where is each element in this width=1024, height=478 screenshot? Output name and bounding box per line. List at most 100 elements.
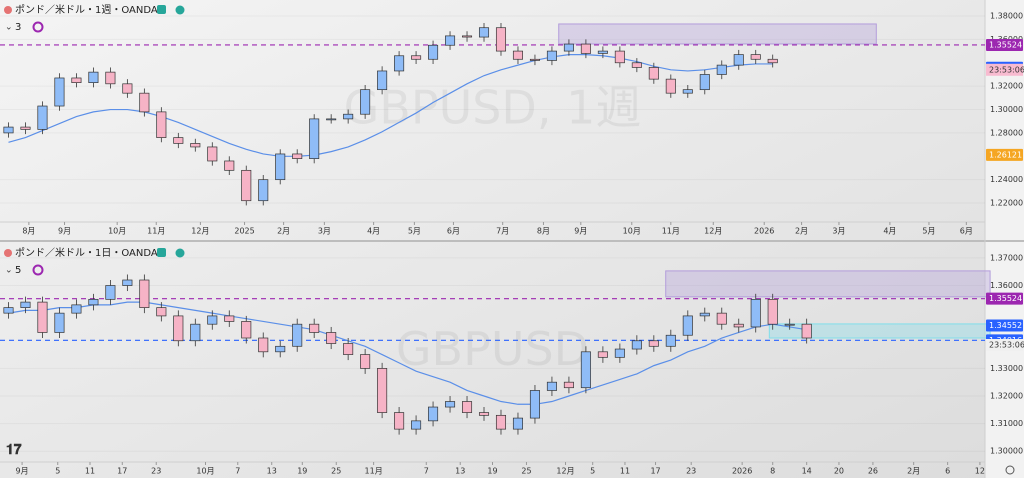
candle-body: [377, 70, 388, 91]
x-tick-label: 17: [650, 467, 660, 476]
candle-body: [614, 348, 625, 358]
x-tick-label: 13: [267, 467, 277, 476]
price-tag-label: 1.35524: [989, 294, 1022, 303]
candle-body: [699, 312, 710, 317]
candle-body: [428, 406, 439, 422]
x-tick-label: 12月: [556, 467, 574, 476]
candle-body: [614, 50, 625, 64]
x-tick-label: 20: [834, 467, 844, 476]
y-tick-label: 1.36000: [990, 281, 1023, 290]
candle-body: [784, 323, 795, 326]
candle-body: [224, 315, 235, 322]
price-axis: [985, 0, 1024, 478]
candle-body: [258, 337, 269, 353]
candle-body: [309, 118, 320, 159]
candle-body: [343, 113, 354, 120]
candle-body: [631, 340, 642, 350]
symbol-icon: [4, 6, 12, 14]
x-tick-label: 11月: [662, 227, 680, 236]
price-tag: [986, 292, 1023, 305]
price-tag-label: 1.26121: [989, 150, 1022, 159]
countdown-tag: [986, 339, 1023, 352]
x-tick-label: 11月: [147, 227, 165, 236]
x-tick-label: 11: [620, 467, 630, 476]
candle-body: [767, 58, 778, 64]
candle-body: [20, 301, 31, 308]
candle-body: [326, 332, 337, 344]
candle-body: [529, 390, 540, 419]
candle-body: [122, 83, 133, 94]
candle-body: [224, 160, 235, 171]
y-tick-label: 1.28000: [990, 128, 1023, 137]
candle-body: [445, 35, 456, 46]
candle-body: [665, 78, 676, 94]
x-tick-label: 12月: [704, 227, 722, 236]
candle-body: [190, 323, 201, 342]
x-tick-label: 5: [55, 467, 60, 476]
x-tick-label: 3月: [832, 227, 845, 236]
candle-body: [360, 89, 371, 115]
candle-body: [716, 312, 727, 325]
candle-body: [139, 279, 150, 308]
candle-body: [563, 381, 574, 389]
candle-body: [20, 126, 31, 130]
candle-body: [665, 334, 676, 347]
candle-body: [495, 414, 507, 430]
tv-logo: 𝟏𝟕: [6, 442, 22, 458]
candle-body: [597, 351, 608, 358]
x-tick-label: 2025: [234, 227, 254, 236]
chevron: ⌄: [5, 23, 13, 33]
x-tick-label: 25: [331, 467, 341, 476]
price-tag-label: 1.35524: [989, 40, 1022, 49]
panel: GBPUSD 1.37000 1.36000 1.33000 1.32000 1.3100…: [0, 246, 1024, 476]
y-tick-label: 1.32000: [990, 391, 1023, 400]
candle-body: [546, 381, 557, 391]
candle-body: [343, 343, 354, 355]
x-tick-label: 6月: [447, 227, 460, 236]
candle-body: [377, 368, 388, 413]
candle-body: [156, 307, 167, 317]
candle-body: [648, 67, 659, 80]
candle-body: [292, 323, 303, 347]
settings-icon[interactable]: [1005, 465, 1015, 475]
x-tick-label: 10月: [196, 467, 214, 476]
candle-body: [190, 143, 201, 148]
candle-body: [750, 298, 761, 328]
candle-body: [428, 44, 439, 60]
layers: GBPUSD, 1週 1.38000 1.36000 1.32000 1.30000 1.…: [0, 3, 1024, 476]
x-tick-label: 4月: [367, 227, 380, 236]
candle-body: [699, 74, 710, 91]
x-tick-label: 2月: [907, 467, 920, 476]
x-tick-label: 26: [868, 467, 878, 476]
countdown: 23:53:06: [989, 65, 1024, 74]
candle-body: [241, 321, 252, 339]
candle-body: [478, 27, 490, 38]
candle-body: [156, 111, 167, 138]
countdown: 23:53:06: [989, 341, 1024, 350]
candle-body: [597, 50, 608, 54]
watermark: GBPUSD, 1週: [344, 81, 642, 135]
status-icon: [175, 5, 185, 15]
candle-body: [275, 345, 286, 353]
y-tick-label: 1.30000: [990, 105, 1023, 114]
candle-body: [173, 137, 184, 144]
x-tick-label: 2026: [754, 227, 774, 236]
x-tick-label: 10月: [108, 227, 126, 236]
watermark: GBPUSD: [396, 322, 589, 376]
candle-body: [580, 351, 591, 389]
countdown-tag: [986, 63, 1023, 76]
x-tick-label: 23: [151, 467, 161, 476]
y-tick-label: 1.32000: [990, 82, 1023, 91]
x-tick-label: 8月: [22, 227, 35, 236]
candle-body: [3, 307, 14, 314]
status-icon: [157, 5, 166, 14]
candle-body: [3, 126, 14, 134]
chart-title: ポンド／米ドル・1日・OANDA: [15, 246, 158, 259]
panel: GBPUSD, 1週1.380001.360001.320001.300001.…: [0, 3, 1024, 236]
candle-body: [54, 312, 65, 333]
moving-average: [8, 53, 773, 157]
candle-body: [445, 401, 456, 408]
y-tick-label: 1.22000: [990, 199, 1023, 208]
